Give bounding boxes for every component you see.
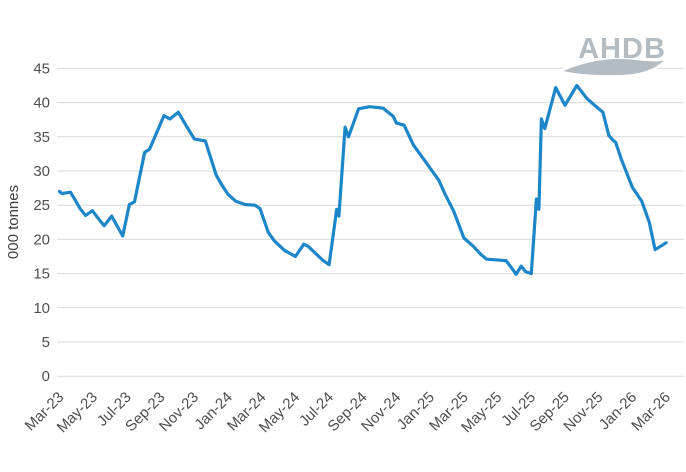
y-tick-label: 5 (42, 334, 50, 351)
y-tick-label: 45 (33, 60, 50, 77)
y-tick-label: 40 (33, 95, 50, 112)
y-tick-label: 30 (33, 163, 50, 180)
y-tick-labels: 0 5 10 15 20 25 30 35 40 45 (33, 60, 50, 385)
data-line (57, 83, 668, 276)
y-tick-label: 35 (33, 129, 50, 146)
y-axis-title: 000 tonnes (5, 185, 22, 259)
y-tick-label: 10 (33, 300, 50, 317)
y-tick-label: 0 (42, 368, 50, 385)
gridlines (57, 67, 684, 377)
y-tick-label: 25 (33, 197, 50, 214)
y-tick-label: 20 (33, 231, 50, 248)
ahdb-logo: AHDB (554, 33, 673, 78)
x-tick-labels: Mar-23May-23Jul-23Sep-23Nov-23Jan-24Mar-… (22, 389, 674, 436)
y-tick-label: 15 (33, 266, 50, 283)
ahdb-logo-text: AHDB (578, 33, 666, 65)
ahdb-logo-wave-icon (554, 56, 673, 78)
x-tick-label: Mar-26 (628, 389, 674, 435)
